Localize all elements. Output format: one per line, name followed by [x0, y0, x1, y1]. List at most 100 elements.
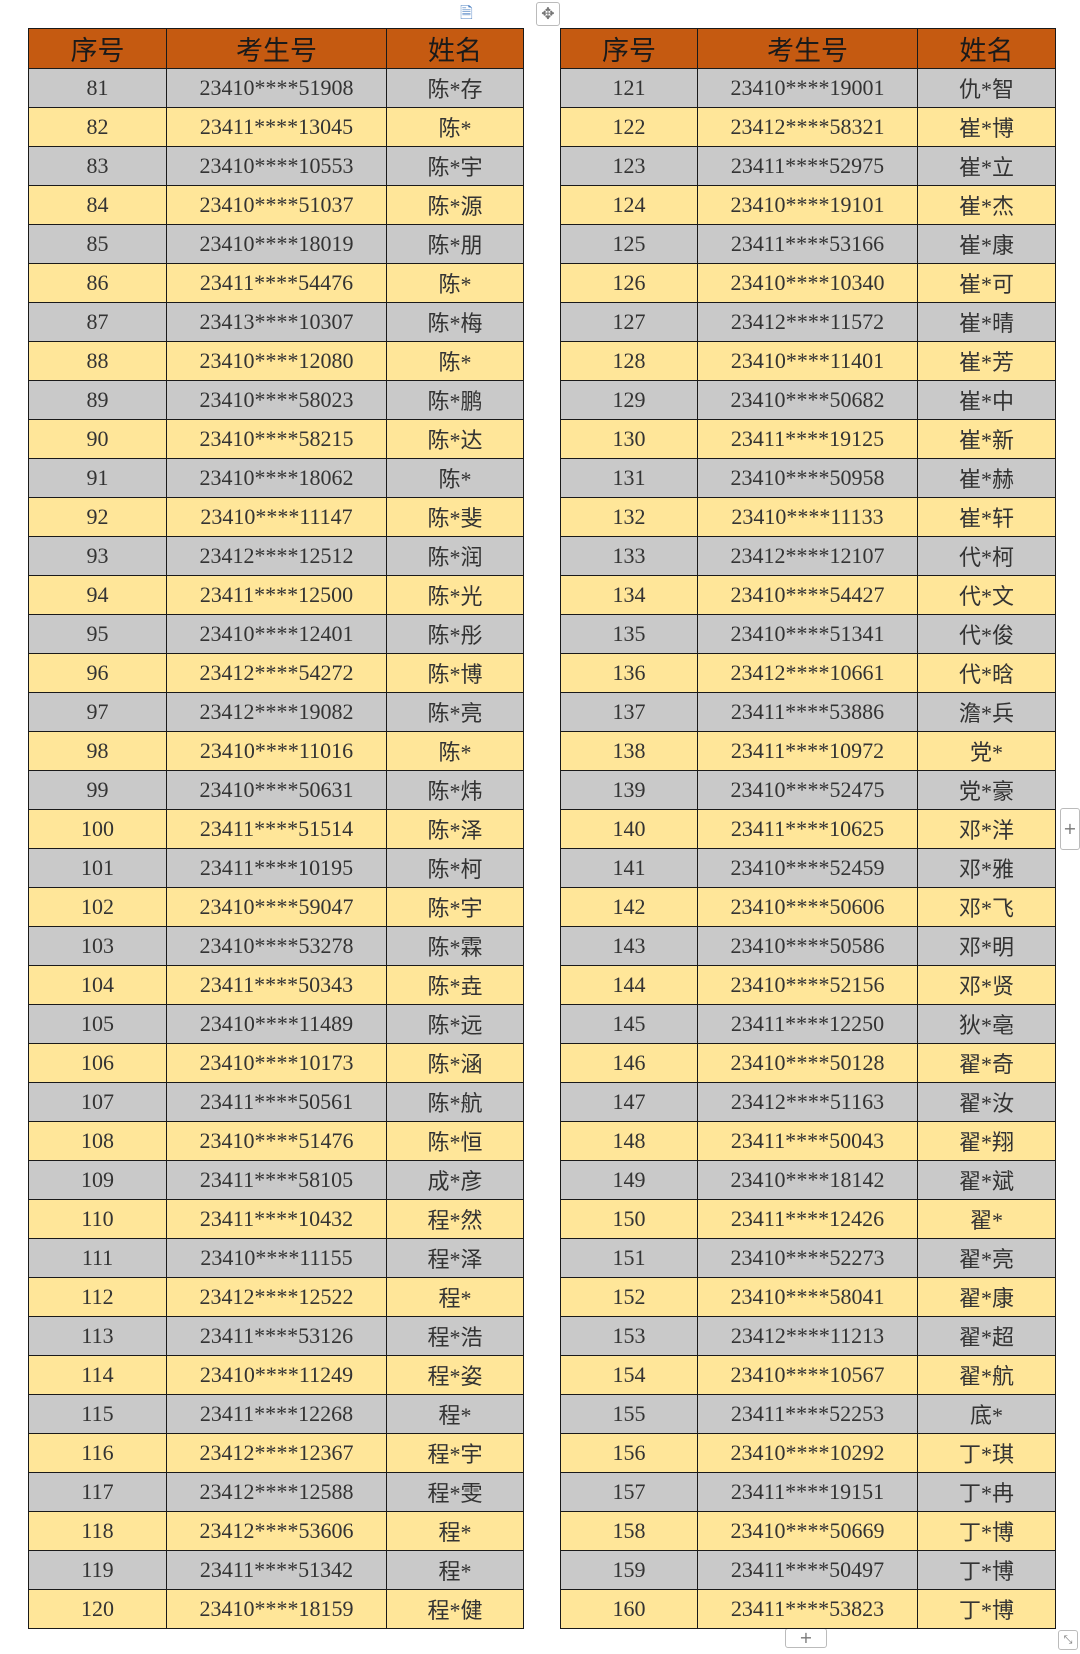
- cell-name: 陈*存: [386, 68, 524, 108]
- cell-index: 81: [28, 68, 167, 108]
- cell-name: 邓*飞: [917, 887, 1056, 927]
- cell-name: 代*晗: [917, 653, 1056, 693]
- cell-exam-id: 23411****51342: [166, 1550, 387, 1590]
- cell-exam-id: 23410****50606: [697, 887, 918, 927]
- table-row: 89 23410****58023 陈*鹏: [28, 380, 524, 420]
- table-row: 149 23410****18142 翟*斌: [560, 1160, 1056, 1200]
- cell-name: 陈*: [386, 458, 524, 498]
- table-row: 116 23412****12367 程*宇: [28, 1433, 524, 1473]
- cell-index: 90: [28, 419, 167, 459]
- table-row: 118 23412****53606 程*: [28, 1511, 524, 1551]
- cell-exam-id: 23412****12588: [166, 1472, 387, 1512]
- cell-exam-id: 23410****10173: [166, 1043, 387, 1083]
- cell-index: 101: [28, 848, 167, 888]
- table-row: 92 23410****11147 陈*斐: [28, 497, 524, 537]
- table-row: 141 23410****52459 邓*雅: [560, 848, 1056, 888]
- cell-name: 崔*博: [917, 107, 1056, 147]
- cell-exam-id: 23412****19082: [166, 692, 387, 732]
- cell-index: 141: [560, 848, 698, 888]
- cell-index: 138: [560, 731, 698, 771]
- cell-index: 113: [28, 1316, 167, 1356]
- cell-index: 140: [560, 809, 698, 849]
- cell-exam-id: 23410****58041: [697, 1277, 918, 1317]
- cell-exam-id: 23411****10432: [166, 1199, 387, 1239]
- cell-exam-id: 23412****12367: [166, 1433, 387, 1473]
- cell-name: 崔*康: [917, 224, 1056, 264]
- cell-name: 陈*: [386, 731, 524, 771]
- cell-index: 103: [28, 926, 167, 966]
- cell-index: 105: [28, 1004, 167, 1044]
- cell-name: 陈*光: [386, 575, 524, 615]
- cell-name: 崔*新: [917, 419, 1056, 459]
- paste-options-icon[interactable]: 🗎: [460, 5, 473, 22]
- table-row: 115 23411****12268 程*: [28, 1394, 524, 1434]
- cell-exam-id: 23410****11155: [166, 1238, 387, 1278]
- cell-exam-id: 23410****11401: [697, 341, 918, 381]
- header-index: 序号: [560, 28, 698, 69]
- add-column-button[interactable]: +: [1060, 808, 1080, 850]
- table-row: 88 23410****12080 陈*: [28, 341, 524, 381]
- cell-name: 陈*博: [386, 653, 524, 693]
- table-row: 103 23410****53278 陈*霖: [28, 926, 524, 966]
- cell-name: 崔*赫: [917, 458, 1056, 498]
- table-row: 109 23411****58105 成*彦: [28, 1160, 524, 1200]
- cell-index: 151: [560, 1238, 698, 1278]
- header-exam-id: 考生号: [697, 28, 918, 69]
- cell-name: 邓*明: [917, 926, 1056, 966]
- cell-name: 陈*航: [386, 1082, 524, 1122]
- cell-exam-id: 23410****52459: [697, 848, 918, 888]
- cell-index: 118: [28, 1511, 167, 1551]
- cell-index: 129: [560, 380, 698, 420]
- cell-index: 83: [28, 146, 167, 186]
- cell-exam-id: 23410****50669: [697, 1511, 918, 1551]
- table-move-handle[interactable]: ✥: [536, 2, 560, 26]
- table-row: 110 23411****10432 程*然: [28, 1199, 524, 1239]
- cell-exam-id: 23413****10307: [166, 302, 387, 342]
- table-row: 131 23410****50958 崔*赫: [560, 458, 1056, 498]
- cell-index: 159: [560, 1550, 698, 1590]
- table-row: 143 23410****50586 邓*明: [560, 926, 1056, 966]
- cell-name: 陈*: [386, 263, 524, 303]
- cell-index: 102: [28, 887, 167, 927]
- table-row: 155 23411****52253 底*: [560, 1394, 1056, 1434]
- cell-exam-id: 23410****52273: [697, 1238, 918, 1278]
- cell-name: 陈*柯: [386, 848, 524, 888]
- table-row: 126 23410****10340 崔*可: [560, 263, 1056, 303]
- cell-exam-id: 23411****50497: [697, 1550, 918, 1590]
- cell-exam-id: 23410****51908: [166, 68, 387, 108]
- cell-exam-id: 23411****12500: [166, 575, 387, 615]
- cell-index: 128: [560, 341, 698, 381]
- table-row: 153 23412****11213 翟*超: [560, 1316, 1056, 1356]
- table-resize-handle[interactable]: ⤡: [1058, 1630, 1078, 1650]
- table-row: 117 23412****12588 程*雯: [28, 1472, 524, 1512]
- cell-exam-id: 23412****54272: [166, 653, 387, 693]
- cell-exam-id: 23412****12522: [166, 1277, 387, 1317]
- table-row: 130 23411****19125 崔*新: [560, 419, 1056, 459]
- cell-exam-id: 23412****11572: [697, 302, 918, 342]
- cell-index: 137: [560, 692, 698, 732]
- cell-name: 程*泽: [386, 1238, 524, 1278]
- cell-index: 149: [560, 1160, 698, 1200]
- cell-index: 108: [28, 1121, 167, 1161]
- table-row: 123 23411****52975 崔*立: [560, 146, 1056, 186]
- cell-name: 翟*航: [917, 1355, 1056, 1395]
- cell-exam-id: 23410****10292: [697, 1433, 918, 1473]
- table-row: 140 23411****10625 邓*洋: [560, 809, 1056, 849]
- table-row: 104 23411****50343 陈*垚: [28, 965, 524, 1005]
- cell-exam-id: 23411****51514: [166, 809, 387, 849]
- table-row: 81 23410****51908 陈*存: [28, 68, 524, 108]
- cell-exam-id: 23412****51163: [697, 1082, 918, 1122]
- header-index: 序号: [28, 28, 167, 69]
- cell-name: 邓*洋: [917, 809, 1056, 849]
- cell-exam-id: 23411****12426: [697, 1199, 918, 1239]
- cell-index: 148: [560, 1121, 698, 1161]
- add-row-button[interactable]: +: [785, 1628, 827, 1648]
- cell-name: 邓*贤: [917, 965, 1056, 1005]
- cell-index: 131: [560, 458, 698, 498]
- cell-index: 117: [28, 1472, 167, 1512]
- table-row: 99 23410****50631 陈*炜: [28, 770, 524, 810]
- cell-name: 陈*润: [386, 536, 524, 576]
- cell-name: 崔*轩: [917, 497, 1056, 537]
- cell-index: 142: [560, 887, 698, 927]
- cell-index: 110: [28, 1199, 167, 1239]
